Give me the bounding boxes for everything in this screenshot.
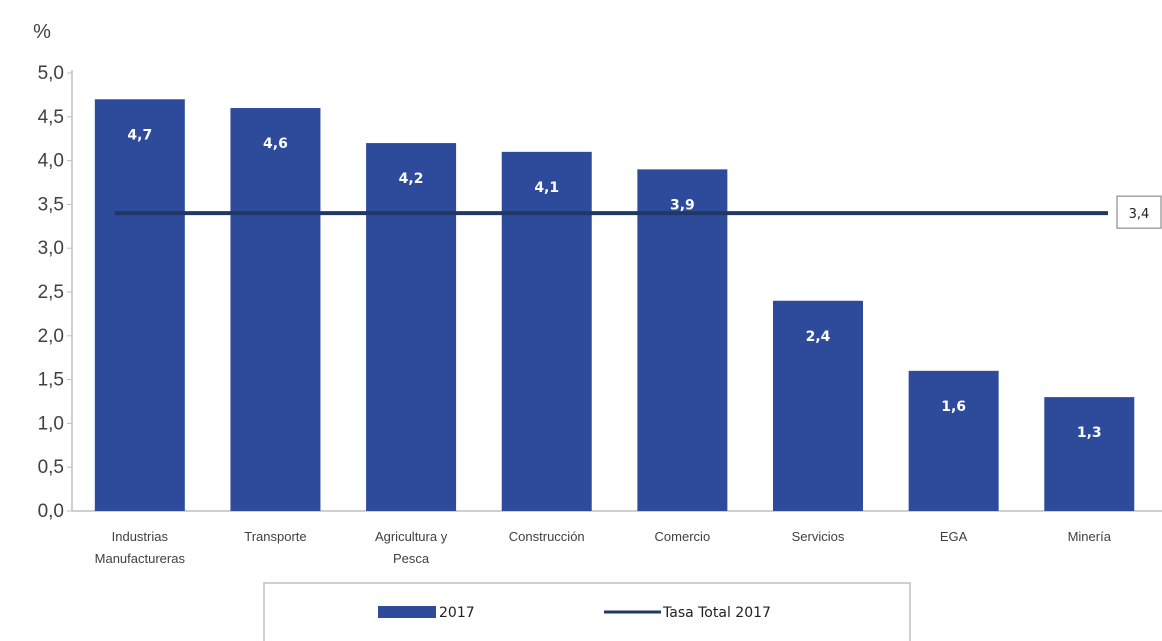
legend-bar-swatch xyxy=(378,606,436,618)
bars: 4,7 4,6 4,2 4,1 3,9 2,4 1,6 1,3 xyxy=(94,99,1135,512)
y-unit-label: % xyxy=(33,21,51,43)
x-category-label: Manufactureras xyxy=(95,551,186,566)
x-category-label: Minería xyxy=(1068,529,1112,544)
x-category-label: Transporte xyxy=(244,529,306,544)
y-tick-label: 4,5 xyxy=(38,107,64,128)
bar xyxy=(501,151,592,511)
bar-value-label: 1,6 xyxy=(941,399,966,415)
y-tick-label: 0,0 xyxy=(38,501,64,522)
y-tick-label: 2,0 xyxy=(38,326,64,347)
y-tick-label: 3,5 xyxy=(38,194,64,215)
bar-value-label: 4,7 xyxy=(127,127,152,143)
x-category-label: EGA xyxy=(940,529,968,544)
bar xyxy=(1044,397,1135,511)
legend: 2017 Tasa Total 2017 xyxy=(263,582,911,641)
x-category-label: Pesca xyxy=(393,551,430,566)
x-category-label: Comercio xyxy=(655,529,711,544)
x-category-label: Agricultura y xyxy=(375,529,448,544)
bar xyxy=(366,143,457,511)
bar xyxy=(637,169,728,512)
bar-value-label: 3,9 xyxy=(670,197,695,213)
bar xyxy=(773,300,864,511)
y-tick-label: 1,5 xyxy=(38,370,64,391)
bar-value-label: 4,1 xyxy=(534,180,559,196)
bar-value-label: 1,3 xyxy=(1077,425,1102,441)
bar-value-label: 4,2 xyxy=(399,171,424,187)
y-tick-label: 4,0 xyxy=(38,151,64,172)
x-category-label: Servicios xyxy=(792,529,845,544)
legend-box xyxy=(263,582,911,641)
x-category-label: Industrias xyxy=(112,529,169,544)
y-tick-label: 3,0 xyxy=(38,238,64,259)
bar xyxy=(230,108,321,511)
legend-label-2017: 2017 xyxy=(439,605,475,621)
bar xyxy=(94,99,185,511)
x-axis-labels: Industrias Manufactureras Transporte Agricu… xyxy=(95,529,1112,566)
bar-value-label: 2,4 xyxy=(806,329,831,345)
legend-label-tasa-total: Tasa Total 2017 xyxy=(662,605,771,621)
bar xyxy=(908,370,999,511)
y-tick-label: 0,5 xyxy=(38,457,64,478)
y-tick-label: 2,5 xyxy=(38,282,64,303)
y-tick-label: 1,0 xyxy=(38,413,64,434)
reference-label-box xyxy=(1116,195,1162,229)
reference-line-label: 3,4 xyxy=(1129,207,1150,222)
reference-line-group: 3,4 xyxy=(114,195,1162,229)
bar-value-label: 4,6 xyxy=(263,136,288,152)
x-category-label: Construcción xyxy=(509,529,585,544)
y-tick-label: 5,0 xyxy=(38,63,64,84)
